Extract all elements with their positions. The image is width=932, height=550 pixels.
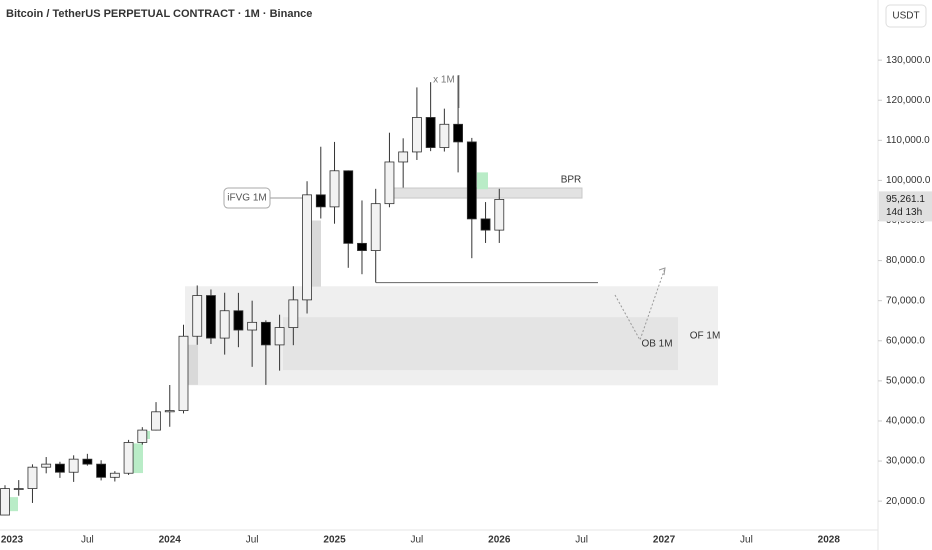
y-tick-label: 70,000.0	[886, 295, 925, 306]
candle-body	[466, 141, 477, 220]
candle-body	[137, 429, 148, 443]
candle-body	[206, 295, 216, 339]
y-tick-label: 80,000.0	[886, 255, 925, 266]
x-tick-label: Jul	[81, 535, 94, 546]
candle-body	[370, 203, 381, 251]
ifvg-box	[223, 187, 271, 209]
candle-body	[0, 488, 10, 516]
candle-body	[453, 123, 463, 143]
candle-body	[315, 194, 326, 208]
zone-label: OB 1M	[641, 339, 672, 350]
zone	[389, 187, 583, 199]
y-tick-label: 50,000.0	[886, 376, 925, 387]
x-tick-label: Jul	[411, 535, 424, 546]
y-tick-label: 60,000.0	[886, 335, 925, 346]
y-tick-label: 110,000.0	[886, 135, 930, 146]
candle-body	[260, 321, 271, 346]
candle-body	[274, 327, 285, 346]
candle-body	[398, 151, 409, 163]
x-tick-label: 2028	[818, 535, 841, 546]
candle-body	[123, 442, 134, 474]
y-tick-label: 30,000.0	[886, 456, 925, 467]
candle-body	[425, 117, 436, 148]
candle-body	[13, 488, 24, 490]
candle-body	[329, 170, 340, 208]
x-tick-label: 2027	[653, 535, 676, 546]
candle-body	[192, 295, 203, 337]
ifvg-label: iFVG 1M	[227, 193, 266, 204]
countdown-label: 14d 13h	[886, 207, 922, 218]
y-tick-label: 120,000.0	[886, 95, 931, 106]
candle-body	[384, 161, 395, 205]
x-tick-label: 2024	[159, 535, 182, 546]
candle-body	[343, 170, 354, 244]
candle-body	[247, 321, 258, 331]
candle-body	[41, 463, 52, 468]
fair-value-gap	[477, 172, 488, 190]
last-price-label: 95,261.1	[886, 194, 925, 205]
note-label: x 1M	[433, 75, 455, 86]
x-tick-label: 2023	[1, 535, 24, 546]
zone-label: OF 1M	[690, 331, 721, 342]
candle-body	[357, 242, 367, 251]
zone	[283, 317, 678, 371]
last-price-box	[879, 191, 932, 222]
currency-label: USDT	[892, 11, 919, 22]
x-tick-label: 2025	[323, 535, 346, 546]
y-tick-label: 40,000.0	[886, 416, 925, 427]
candle-body	[151, 411, 161, 431]
x-tick-label: Jul	[575, 535, 588, 546]
candle-body	[96, 463, 107, 478]
projection-arrowhead	[658, 267, 666, 276]
candle-body	[164, 410, 175, 413]
x-tick-label: Jul	[246, 535, 259, 546]
y-tick-label: 20,000.0	[886, 496, 925, 507]
candle-body	[109, 472, 120, 478]
x-tick-label: 2026	[488, 535, 511, 546]
currency-button[interactable]	[885, 4, 927, 28]
candle-body	[82, 458, 93, 465]
candle-body	[68, 458, 79, 473]
x-tick-label: Jul	[740, 535, 753, 546]
y-tick-label: 130,000.0	[886, 55, 931, 66]
candle-body	[178, 335, 189, 412]
projection-path	[614, 267, 666, 342]
candle-body	[494, 199, 505, 231]
candle-body	[55, 463, 65, 473]
candle-body	[27, 466, 38, 489]
chart-title: Bitcoin / TetherUS PERPETUAL CONTRACT · …	[6, 8, 312, 20]
candle-body	[439, 123, 450, 148]
candle-body	[219, 310, 230, 339]
candle-body	[288, 299, 299, 328]
candle-body	[480, 218, 491, 231]
y-tick-label: 100,000.0	[886, 175, 931, 186]
fair-value-gap	[310, 220, 321, 287]
zone-label: BPR	[561, 175, 582, 186]
candle-body	[302, 194, 312, 301]
candle-body	[233, 310, 244, 331]
candle-body	[411, 117, 422, 153]
